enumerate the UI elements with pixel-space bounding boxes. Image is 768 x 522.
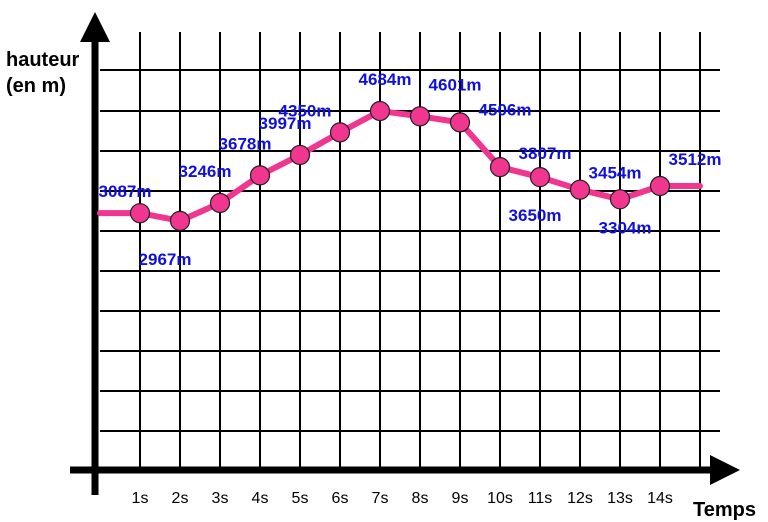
data-point: [409, 106, 431, 127]
data-point: [249, 165, 271, 186]
x-tick-label: 8s: [412, 490, 429, 507]
x-tick-label: 1s: [132, 490, 149, 507]
x-tick-label: 10s: [487, 490, 513, 507]
x-tick-label: 11s: [528, 490, 553, 507]
x-tick-label: 2s: [172, 490, 189, 507]
data-label: 3304m: [599, 218, 652, 237]
y-axis-arrow: [80, 12, 110, 42]
data-label: 4601m: [429, 75, 482, 94]
data-label: 3246m: [179, 162, 232, 181]
y-axis-label-line-1: hauteur: [6, 49, 80, 71]
data-point: [529, 167, 551, 188]
x-tick-label: 6s: [332, 490, 349, 507]
data-point: [289, 144, 311, 166]
data-label: 4684m: [359, 70, 412, 89]
data-point: [489, 157, 511, 178]
data-label: 3997m: [259, 114, 312, 133]
data-label: 4350m: [279, 101, 332, 120]
data-label: 3678m: [219, 134, 272, 153]
data-label: 3512m: [669, 150, 722, 169]
data-point: [649, 175, 671, 197]
data-point: [569, 179, 591, 200]
data-point: [609, 189, 631, 210]
x-tick-label: 4s: [252, 490, 269, 507]
x-axis-label: Temps: [693, 499, 756, 521]
x-tick-labels: 1s 2s 3s 4s 5s 6s 7s 8s 9s 10s 11s 12s 13s 14s: [132, 490, 673, 507]
x-tick-label: 14s: [647, 490, 673, 507]
data-point: [329, 122, 351, 143]
data-point: [369, 100, 391, 122]
x-axis-arrow: [710, 455, 740, 485]
series-line: [97, 108, 703, 224]
y-axis-label-line-2: (en m): [6, 75, 66, 97]
data-point: [209, 192, 231, 214]
grid: [100, 32, 720, 470]
x-tick-label: 5s: [292, 490, 309, 507]
x-tick-label: 7s: [372, 490, 389, 507]
data-label: 2967m: [139, 250, 192, 269]
data-label: 3807m: [519, 144, 572, 163]
axes: [70, 12, 740, 495]
x-tick-label: 13s: [607, 490, 633, 507]
data-label: 3454m: [589, 164, 642, 183]
x-tick-label: 3s: [212, 490, 229, 507]
data-label: 3087m: [99, 182, 152, 201]
x-tick-label: 12s: [567, 490, 593, 507]
data-point: [449, 112, 471, 133]
data-label: 4506m: [479, 100, 532, 119]
data-point: [129, 203, 151, 224]
data-point: [169, 210, 191, 231]
data-label: 3650m: [509, 206, 562, 225]
x-tick-label: 9s: [452, 490, 469, 507]
